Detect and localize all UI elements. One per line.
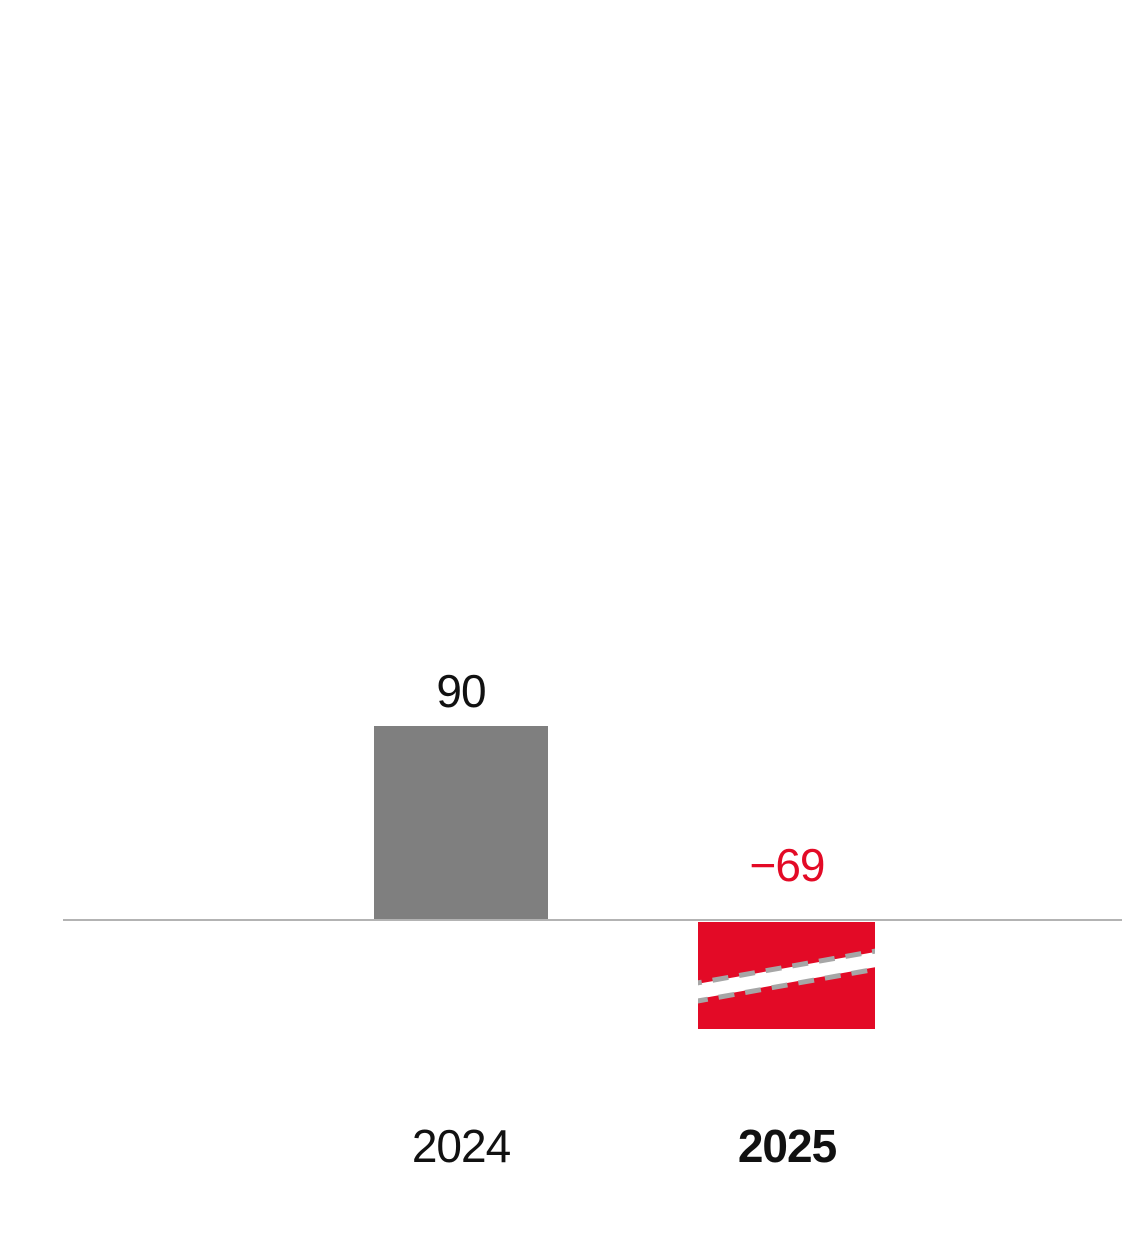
x-label-2024: 2024 <box>411 1120 511 1172</box>
value-label-2024: 90 <box>436 665 486 717</box>
axis-break-dash-top <box>698 948 875 986</box>
bar-chart: 90 −69 2024 2025 <box>40 16 1122 1225</box>
bar-2025 <box>698 922 875 1029</box>
axis-baseline <box>63 919 1122 921</box>
x-label-2025: 2025 <box>737 1120 837 1172</box>
axis-break-dash-bottom <box>698 966 875 1004</box>
value-label-2025: −69 <box>749 839 825 891</box>
bar-2024 <box>374 726 548 920</box>
axis-break-band <box>698 952 875 999</box>
